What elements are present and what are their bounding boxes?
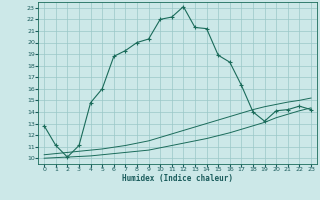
X-axis label: Humidex (Indice chaleur): Humidex (Indice chaleur) bbox=[122, 174, 233, 183]
